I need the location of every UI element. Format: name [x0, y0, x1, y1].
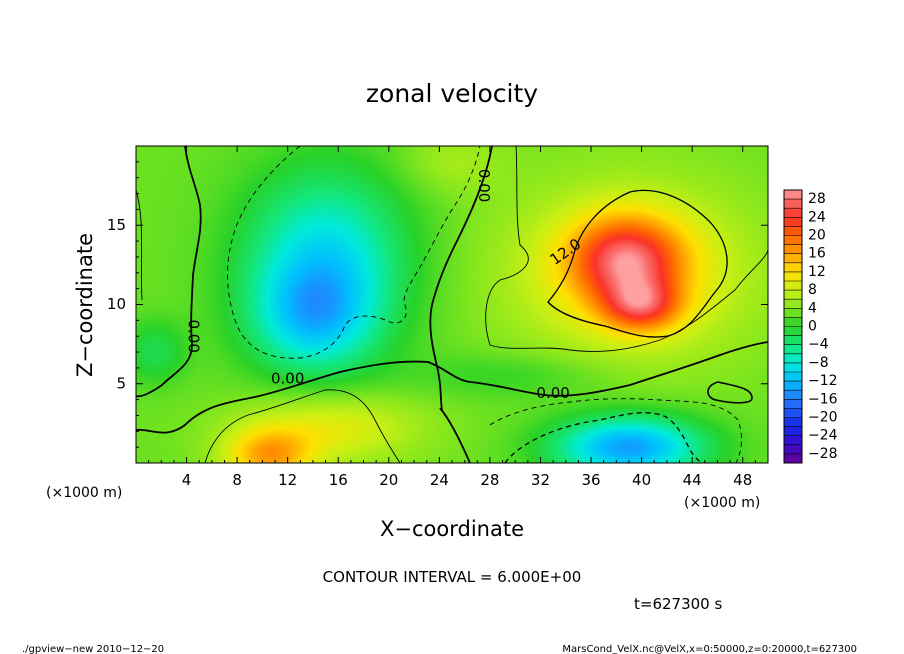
contour-zero-bottom: [439, 407, 471, 463]
x-tick-label: 12: [278, 471, 297, 489]
contour-6-left: [136, 189, 143, 301]
contour-neg12: [504, 412, 703, 463]
colorbar-swatch: [784, 308, 802, 318]
colorbar-swatch: [784, 208, 802, 218]
y-axis-label: Z−coordinate: [73, 233, 97, 377]
colorbar-swatch: [784, 235, 802, 245]
contour-label: 0.00: [184, 319, 202, 352]
colorbar-label: 4: [808, 300, 817, 316]
colorbar-label: 20: [808, 228, 826, 244]
colorbar-frame: [783, 189, 803, 464]
colorbar-label: 24: [808, 209, 826, 225]
colorbar-swatch: [784, 326, 802, 336]
contour-label: 0.00: [475, 169, 493, 202]
colorbar-label: 16: [808, 246, 826, 262]
x-tick-label: 20: [379, 471, 398, 489]
x-tick-label: 36: [581, 471, 600, 489]
x-tick-label: 16: [329, 471, 348, 489]
colorbar-swatch: [784, 281, 802, 291]
colorbar-swatch: [784, 444, 802, 455]
colorbar-label: −20: [808, 410, 838, 426]
colorbar-swatch: [784, 253, 802, 264]
time-label: t=627300 s: [634, 595, 722, 613]
x-axis: 4 8 12 16 20 24 28 32 36 40 44 48: [148, 146, 756, 489]
colorbar-label: −24: [808, 428, 838, 444]
y-tick-label: 15: [107, 216, 126, 234]
contour-6-lower-left: [204, 389, 401, 463]
x-tick-label: 8: [232, 471, 242, 489]
colorbar-swatch: [784, 408, 802, 418]
colorbar-swatch: [784, 299, 802, 309]
colorbar-swatch: [784, 290, 802, 300]
x-tick-label: 44: [683, 471, 702, 489]
colorbar: 28 24 20 16 12 8 4 0 −4 −8 −12 −16 −20 −24 −28: [783, 189, 838, 464]
colorbar-label: −4: [808, 337, 829, 353]
x-tick-label: 32: [531, 471, 550, 489]
contour-zero-middle: [429, 146, 493, 411]
colorbar-swatch: [784, 199, 802, 209]
x-axis-unit: (×1000 m): [684, 495, 760, 511]
y-tick-label: 10: [107, 295, 126, 313]
colorbar-label: 12: [808, 264, 826, 280]
colorbar-swatch: [784, 417, 802, 427]
contour-neg6-lower: [489, 398, 742, 463]
colorbar-swatch: [784, 344, 802, 355]
colorbar-swatch: [784, 190, 802, 200]
colorbar-label: −12: [808, 373, 838, 389]
colorbar-swatch: [784, 271, 802, 282]
chart-title: zonal velocity: [366, 79, 538, 108]
colorbar-swatch: [784, 372, 802, 382]
contour-label: 0.00: [271, 369, 304, 387]
contour-neg6-upper: [227, 146, 481, 359]
colorbar-swatch: [784, 399, 802, 409]
x-axis-label: X−coordinate: [380, 517, 524, 541]
colorbar-label: 28: [808, 191, 826, 207]
contour-interval-note: CONTOUR INTERVAL = 6.000E+00: [323, 568, 582, 586]
x-tick-label: 48: [733, 471, 752, 489]
x-tick-label: 24: [430, 471, 449, 489]
x-tick-label: 40: [632, 471, 651, 489]
colorbar-swatch: [784, 426, 802, 437]
colorbar-swatch: [784, 317, 802, 327]
contour-12: [547, 189, 728, 338]
contour-lines: [136, 146, 768, 463]
colorbar-label: 8: [808, 282, 817, 298]
y-axis-unit: (×1000 m): [46, 485, 122, 501]
colorbar-swatch: [784, 435, 802, 446]
colorbar-swatch: [784, 262, 802, 273]
colorbar-swatch: [784, 353, 802, 364]
colorbar-swatch: [784, 335, 802, 346]
contour-zero-left: [136, 146, 202, 398]
contour-zero-right-loop: [707, 381, 753, 404]
colorbar-swatch: [784, 244, 802, 255]
colorbar-swatch: [784, 226, 802, 236]
colorbar-label: −16: [808, 391, 838, 407]
colorbar-label: −28: [808, 446, 838, 462]
colorbar-label: 0: [808, 319, 817, 335]
colorbar-swatch: [784, 453, 802, 464]
colorbar-swatch: [784, 381, 802, 391]
footer-left: ./gpview−new 2010−12−20: [22, 644, 164, 654]
x-tick-label: 4: [182, 471, 192, 489]
colorbar-swatch: [784, 390, 802, 400]
contour-6-right: [485, 146, 768, 352]
x-tick-label: 28: [480, 471, 499, 489]
y-axis: 5 10 15: [107, 161, 768, 448]
colorbar-swatch: [784, 217, 802, 227]
footer-right: MarsCond_VelX.nc@VelX,x=0:50000,z=0:2000…: [562, 644, 857, 654]
contour-label: 0.00: [536, 384, 569, 402]
y-tick-label: 5: [116, 374, 126, 392]
contour-zero-lower: [136, 341, 768, 434]
heatmap-field: [136, 146, 768, 463]
colorbar-swatch: [784, 362, 802, 373]
colorbar-label: −8: [808, 355, 829, 371]
